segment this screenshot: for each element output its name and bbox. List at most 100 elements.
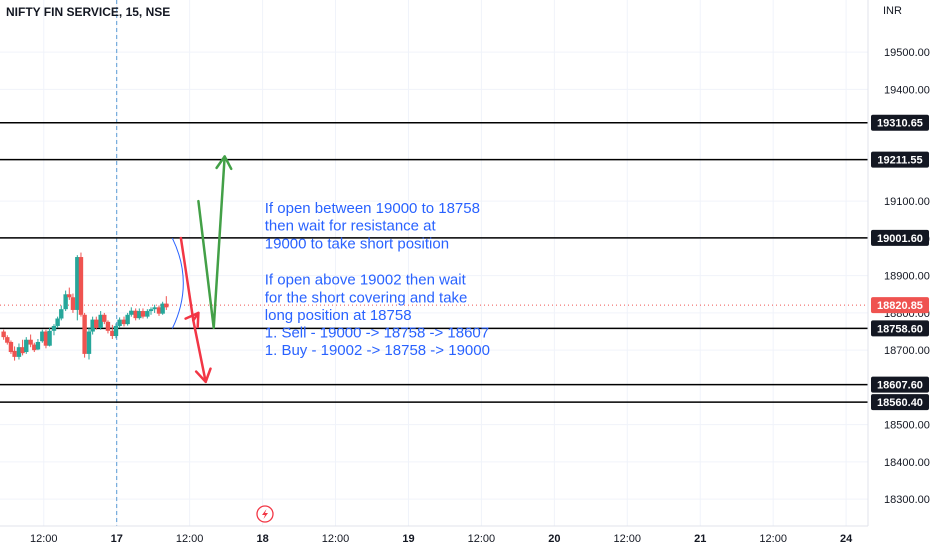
candle[interactable] (63, 290, 68, 312)
x-tick-label: 12:00 (176, 533, 204, 545)
candle-body (63, 294, 68, 310)
candle[interactable] (110, 324, 115, 339)
candle-body (59, 309, 64, 319)
candle[interactable] (137, 308, 142, 320)
candle[interactable] (102, 312, 107, 325)
candle[interactable] (145, 309, 150, 319)
y-tick-label: 18900.00 (884, 271, 930, 283)
candle[interactable] (82, 312, 87, 358)
time-axis[interactable]: 12:00 17 12:00 18 12:00 19 12:00 20 12:00 21 12:00… (0, 525, 932, 550)
candle-body (47, 330, 52, 346)
candle-body (82, 314, 87, 354)
candle[interactable] (1, 329, 6, 340)
candle-body (152, 307, 157, 310)
candle[interactable] (129, 307, 134, 317)
range-bracket (171, 237, 184, 329)
candle[interactable] (148, 307, 154, 315)
candle-body (129, 310, 134, 315)
y-tick-label: 18300.00 (884, 494, 930, 506)
candle[interactable] (164, 296, 169, 310)
x-tick-label: 12:00 (30, 533, 58, 545)
candle[interactable] (113, 323, 119, 339)
annotation-line: If open between 19000 to 18758 (265, 200, 480, 217)
candle[interactable] (94, 316, 99, 330)
candle[interactable] (8, 340, 14, 354)
candle[interactable] (51, 324, 57, 336)
red-arrow[interactable] (192, 319, 207, 384)
candle-body (28, 339, 33, 345)
candle[interactable] (125, 312, 130, 326)
candle-body (55, 318, 60, 326)
candle[interactable] (98, 311, 103, 330)
candle[interactable] (59, 305, 64, 321)
level-badge (871, 114, 929, 131)
candle-body (51, 325, 57, 331)
candle[interactable] (12, 346, 17, 361)
x-tick-label: 19 (402, 533, 414, 545)
candle[interactable] (152, 304, 157, 313)
candle[interactable] (20, 339, 25, 356)
candle-body (148, 309, 154, 312)
level-badge (871, 229, 929, 246)
candle[interactable] (40, 329, 45, 343)
x-tick-label: 21 (694, 533, 706, 545)
candle[interactable] (121, 316, 127, 327)
annotation-line: 1. Sell - 19000 -> 18758 -> 18607 (265, 324, 489, 341)
candle[interactable] (133, 308, 138, 321)
candle[interactable] (55, 316, 60, 328)
candle-body (117, 319, 122, 326)
price-axis[interactable]: 19500.0019400.0019100.0019000.0018900.00… (867, 0, 932, 526)
candle-body (24, 339, 29, 353)
candle[interactable] (90, 316, 95, 335)
level-badge (871, 394, 929, 411)
x-tick-label: 12:00 (322, 533, 350, 545)
candle[interactable] (75, 255, 80, 321)
candle[interactable] (24, 337, 29, 354)
candle[interactable] (78, 252, 84, 317)
candle[interactable] (47, 327, 52, 347)
candle-body (32, 344, 37, 351)
candle-body (164, 303, 169, 308)
candle-body (133, 310, 138, 319)
candle-body (156, 307, 162, 314)
level-badge-label: 19310.65 (877, 118, 923, 130)
candle[interactable] (156, 305, 162, 316)
annotation-line: If open above 19002 then wait (265, 271, 467, 288)
candle[interactable] (86, 327, 92, 360)
candle-body (35, 341, 41, 350)
candle-body (125, 314, 130, 325)
event-marker[interactable] (256, 505, 274, 523)
candle-body (145, 311, 150, 317)
candle-body (160, 303, 165, 314)
green-arrow[interactable] (197, 155, 226, 330)
level-badge-label: 18758.60 (877, 323, 923, 335)
candle-body (86, 331, 92, 354)
red-arrowhead (194, 367, 212, 384)
candle[interactable] (43, 329, 49, 349)
annotation-line: then wait for resistance at (265, 218, 437, 235)
annotation-line: long position at 18758 (265, 307, 412, 324)
candle[interactable] (160, 301, 165, 315)
candle[interactable] (16, 343, 22, 360)
horizontal-level-lines (0, 121, 868, 403)
candle-body (1, 331, 6, 338)
candle-body (110, 330, 115, 337)
candle[interactable] (35, 338, 41, 351)
level-badge-label: 19211.55 (877, 155, 922, 167)
candle[interactable] (28, 334, 33, 348)
candle[interactable] (5, 335, 10, 345)
annotation-line: 1. Buy - 19002 -> 18758 -> 19000 (265, 342, 490, 359)
annotation-line: for the short covering and take (265, 289, 468, 306)
candle-body (12, 350, 17, 357)
level-badge-label: 18607.60 (877, 380, 923, 392)
candle[interactable] (117, 317, 122, 328)
chart-title: NIFTY FIN SERVICE, 15, NSE (6, 5, 170, 19)
candle[interactable] (67, 287, 72, 300)
candle[interactable] (140, 308, 146, 319)
candle[interactable] (70, 293, 76, 313)
candle[interactable] (32, 342, 37, 353)
candle[interactable] (105, 320, 111, 334)
